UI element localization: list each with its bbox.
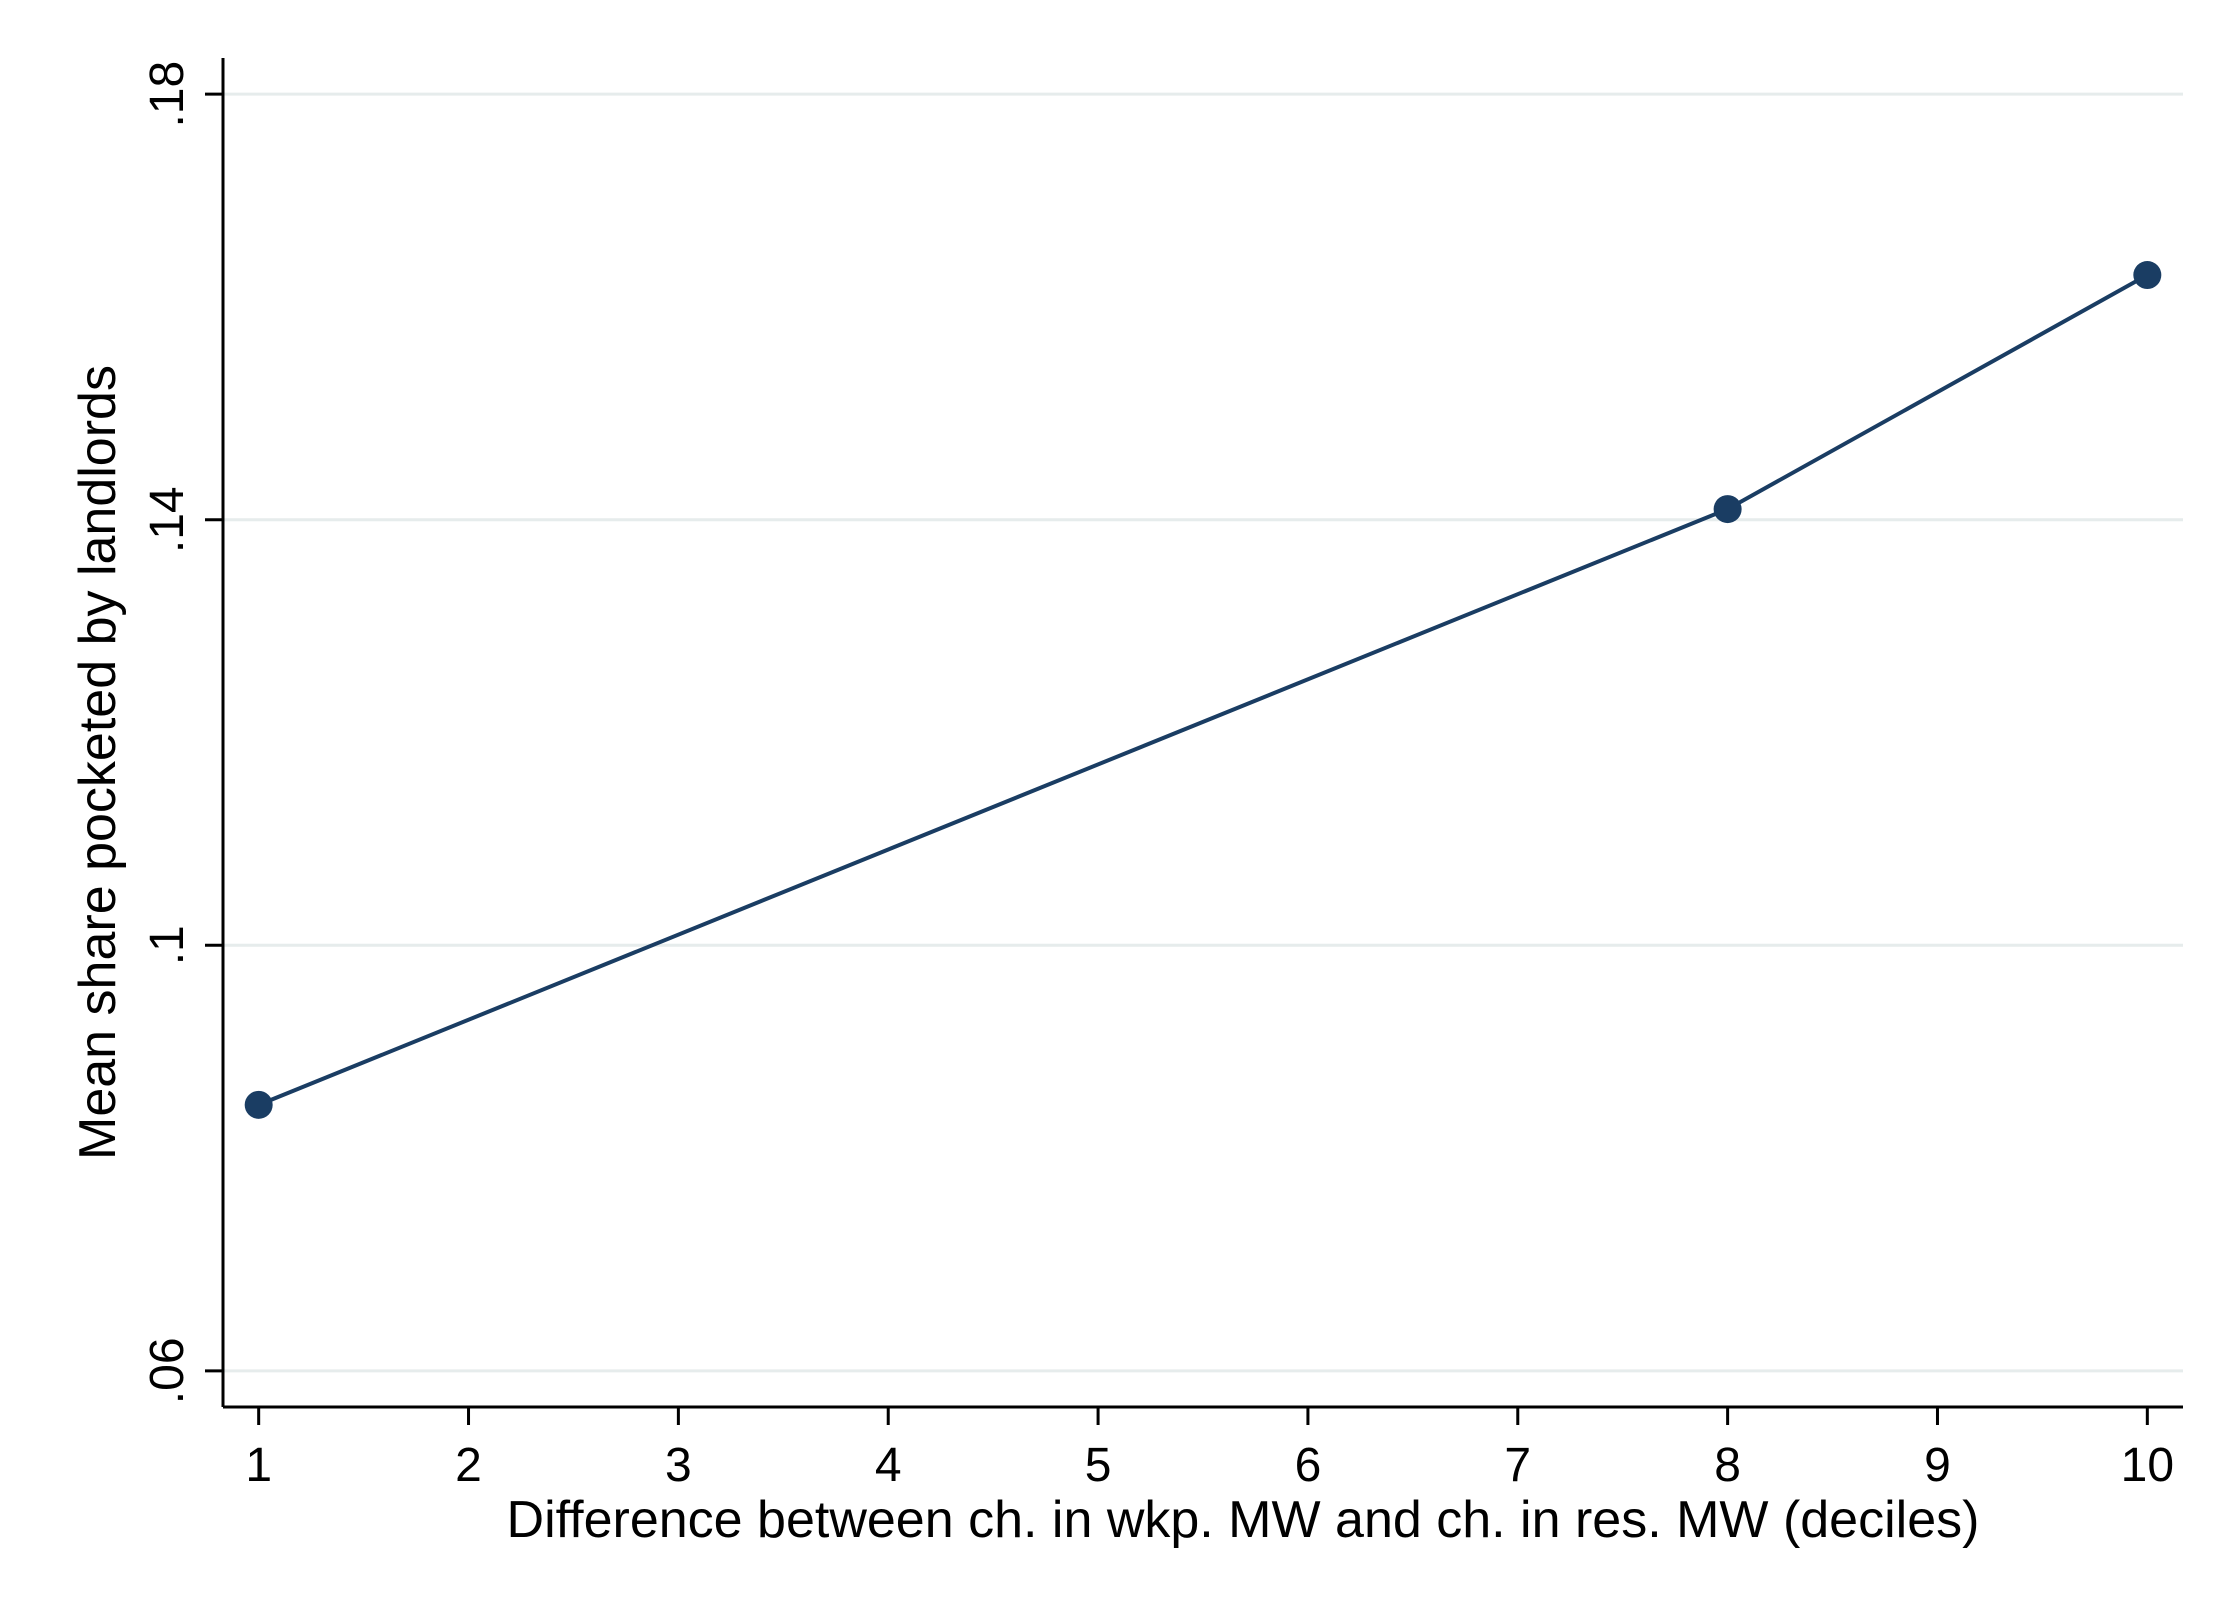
- x-tick-label-0: 1: [245, 1439, 272, 1492]
- tick-marks: [205, 92, 2149, 1425]
- x-tick-label-3: 4: [875, 1439, 902, 1492]
- series: [244, 261, 2162, 1119]
- x-tick-label-9: 10: [2121, 1439, 2174, 1492]
- x-tick-labels: 1 2 3 4 5 6 7 8 9 10: [245, 1439, 2174, 1492]
- y-tick-label-3: .18: [141, 61, 194, 128]
- axes: [221, 58, 2183, 1409]
- y-tick-label-2: .14: [141, 486, 194, 553]
- x-tick-label-7: 8: [1714, 1439, 1741, 1492]
- data-point-1: [1713, 495, 1742, 524]
- y-tick-label-0: .06: [141, 1337, 194, 1404]
- x-axis-title: Difference between ch. in wkp. MW and ch…: [507, 1491, 1980, 1549]
- data-point-0: [244, 1090, 273, 1119]
- x-tick-label-6: 7: [1504, 1439, 1531, 1492]
- y-tick-label-1: .1: [141, 925, 194, 965]
- x-tick-label-4: 5: [1085, 1439, 1112, 1492]
- y-axis-title: Mean share pocketed by landlords: [69, 365, 127, 1160]
- x-tick-label-5: 6: [1295, 1439, 1322, 1492]
- grid-lines: [223, 92, 2183, 1373]
- x-tick-label-2: 3: [665, 1439, 692, 1492]
- series-line-0: [257, 273, 2149, 1107]
- data-point-2: [2133, 261, 2162, 290]
- x-tick-label-1: 2: [455, 1439, 482, 1492]
- y-tick-labels: .06 .1 .14 .18: [141, 61, 194, 1404]
- x-tick-label-8: 9: [1924, 1439, 1951, 1492]
